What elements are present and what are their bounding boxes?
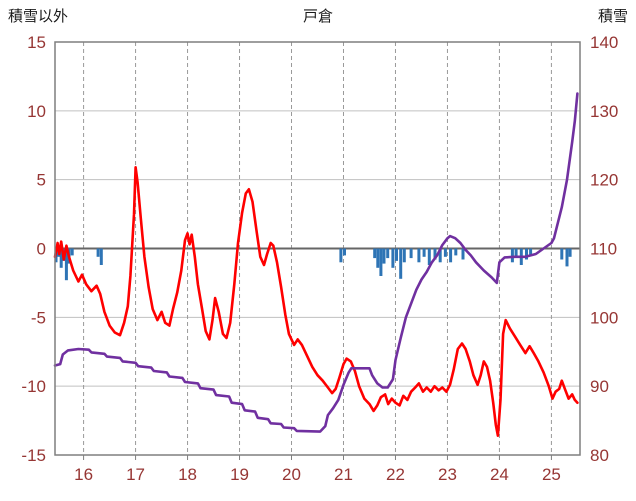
left-axis-tick-label: -15 <box>21 446 46 465</box>
blue-precip-bars <box>54 248 572 281</box>
left-axis-tick-label: 0 <box>37 240 46 259</box>
left-axis-tick-label: 5 <box>37 171 46 190</box>
x-axis-tick-label: 23 <box>438 465 457 484</box>
red-temperature-line <box>53 166 579 437</box>
x-axis-tick-label: 24 <box>490 465 509 484</box>
x-axis-tick-label: 16 <box>74 465 93 484</box>
right-axis-tick-label: 90 <box>590 377 609 396</box>
x-axis-tick-label: 25 <box>542 465 561 484</box>
right-axis-tick-label: 120 <box>590 171 618 190</box>
left-axis-tick-label: 15 <box>27 33 46 52</box>
left-axis-title: 積雪以外 <box>8 8 69 25</box>
right-axis-tick-label: 140 <box>590 33 618 52</box>
x-axis-tick-label: 22 <box>386 465 405 484</box>
right-axis-tick-label: 130 <box>590 102 618 121</box>
left-axis-tick-label: -10 <box>21 377 46 396</box>
right-axis-title: 積雪 <box>597 8 628 25</box>
left-axis-tick-label: 10 <box>27 102 46 121</box>
right-axis-tick-label: 100 <box>590 308 618 327</box>
x-axis-tick-label: 20 <box>282 465 301 484</box>
right-axis-tick-label: 80 <box>590 446 609 465</box>
chart-title: 戸倉 <box>302 8 333 25</box>
x-axis-tick-label: 18 <box>178 465 197 484</box>
left-axis-tick-label: -5 <box>31 308 46 327</box>
right-axis-tick-label: 110 <box>590 240 617 259</box>
purple-snowdepth-line <box>53 92 579 433</box>
x-axis-tick-label: 21 <box>334 465 353 484</box>
x-axis-tick-label: 17 <box>126 465 145 484</box>
x-axis-tick-label: 19 <box>230 465 249 484</box>
